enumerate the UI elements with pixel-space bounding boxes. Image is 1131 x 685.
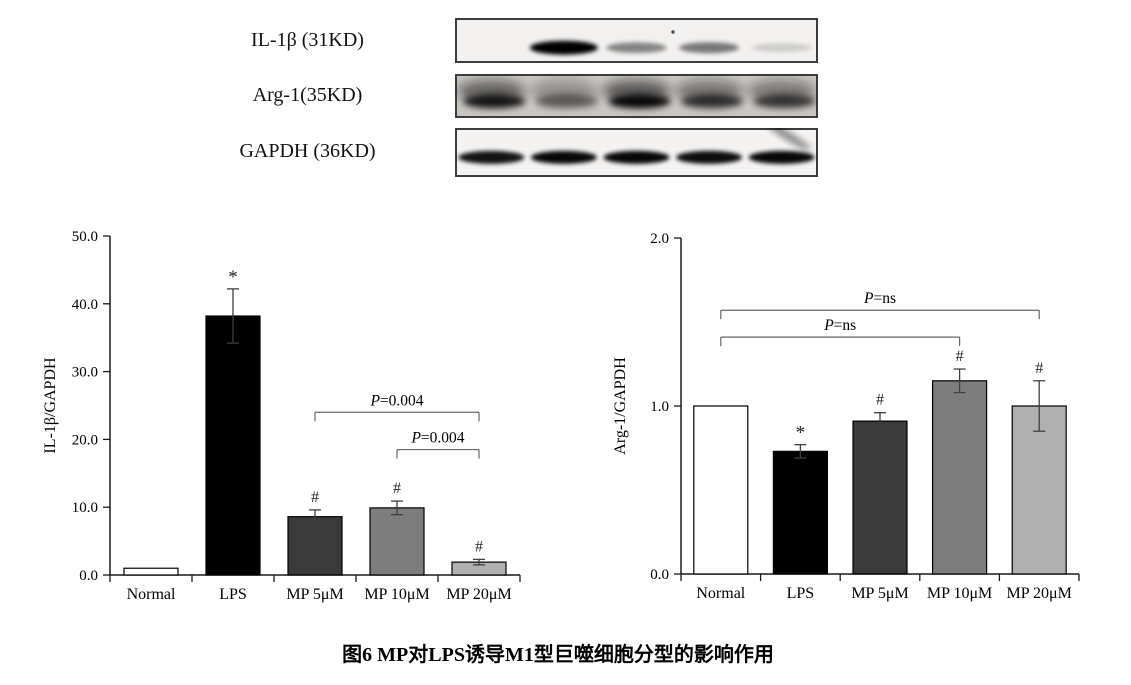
blot-band bbox=[753, 94, 816, 109]
sig-mark: # bbox=[1035, 360, 1043, 377]
blot-image-gapdh bbox=[455, 128, 818, 177]
category-label: MP 5μM bbox=[286, 586, 343, 603]
category-label: LPS bbox=[219, 586, 247, 603]
blot-label-gapdh: GAPDH (36KD) bbox=[239, 140, 376, 162]
y-axis-title: IL-1β/GAPDH bbox=[42, 357, 59, 454]
sig-mark: # bbox=[876, 392, 884, 409]
blot-band bbox=[603, 150, 670, 164]
y-tick-label: 30.0 bbox=[72, 365, 98, 381]
blot-image-il1b bbox=[455, 18, 818, 63]
category-label: LPS bbox=[787, 585, 815, 602]
y-tick-label: 2.0 bbox=[650, 231, 669, 247]
bracket-label: P=0.004 bbox=[369, 392, 423, 409]
sig-mark: * bbox=[796, 423, 806, 444]
blot-band bbox=[751, 43, 812, 53]
figure-caption: 图6 MP对LPS诱导M1型巨噬细胞分型的影响作用 bbox=[342, 644, 774, 666]
y-axis-title: Arg-1/GAPDH bbox=[612, 357, 629, 455]
y-tick-label: 0.0 bbox=[79, 568, 98, 584]
blot-streak bbox=[765, 128, 811, 151]
category-label: Normal bbox=[127, 586, 176, 603]
blot-membrane bbox=[455, 128, 818, 177]
sig-mark: # bbox=[393, 480, 401, 497]
blot-band bbox=[681, 94, 744, 109]
blot-band bbox=[458, 150, 525, 164]
sig-mark: # bbox=[956, 348, 964, 365]
blot-band bbox=[679, 42, 740, 54]
y-tick-label: 10.0 bbox=[72, 500, 98, 516]
blot-label-il1b: IL-1β (31KD) bbox=[251, 29, 364, 51]
blot-band bbox=[463, 94, 526, 109]
bar-MP 10μM bbox=[932, 380, 988, 575]
bar-LPS bbox=[205, 315, 261, 576]
blot-band bbox=[529, 40, 598, 55]
blot-speck bbox=[671, 30, 675, 34]
bar-Normal bbox=[123, 567, 179, 576]
blot-band bbox=[608, 94, 671, 109]
bar-Normal bbox=[693, 405, 749, 575]
sig-mark: * bbox=[228, 267, 238, 288]
bracket-label: P=ns bbox=[863, 290, 896, 307]
blot-band bbox=[535, 94, 598, 109]
blot-image-arg1 bbox=[455, 74, 818, 118]
category-label: MP 20μM bbox=[446, 586, 511, 603]
category-label: MP 10μM bbox=[364, 586, 429, 603]
y-tick-label: 0.0 bbox=[650, 567, 669, 583]
arg1-gapdh-bar-chart: 0.0 1.0 2.0 Normal * LPS # MP 5μM # MP 10μM # MP 20… bbox=[612, 231, 1080, 602]
blot-band bbox=[606, 42, 667, 54]
category-label: MP 20μM bbox=[1007, 585, 1072, 602]
blot-label-arg1: Arg-1(35KD) bbox=[252, 84, 363, 106]
bar-MP 5μM bbox=[852, 420, 908, 575]
il1b-gapdh-bar-chart: 0.0 10.0 20.0 30.0 40.0 50.0 Normal * LPS # MP 5μM… bbox=[42, 229, 521, 603]
sig-mark: # bbox=[311, 489, 319, 506]
y-tick-label: 20.0 bbox=[72, 432, 98, 448]
y-tick-label: 50.0 bbox=[72, 229, 98, 245]
y-tick-label: 1.0 bbox=[650, 399, 669, 415]
blot-band bbox=[748, 150, 815, 164]
category-label: MP 5μM bbox=[851, 585, 908, 602]
blot-band bbox=[676, 150, 743, 164]
category-label: Normal bbox=[696, 585, 745, 602]
category-label: MP 10μM bbox=[927, 585, 992, 602]
bar-MP 10μM bbox=[369, 507, 425, 576]
bracket-label: P=0.004 bbox=[410, 430, 464, 447]
sig-mark: # bbox=[475, 538, 483, 555]
blot-membrane bbox=[455, 18, 818, 63]
bar-LPS bbox=[772, 450, 828, 575]
bracket-label: P=ns bbox=[823, 317, 856, 334]
y-tick-label: 40.0 bbox=[72, 297, 98, 313]
bar-MP 5μM bbox=[287, 516, 343, 576]
blot-band bbox=[530, 150, 597, 164]
